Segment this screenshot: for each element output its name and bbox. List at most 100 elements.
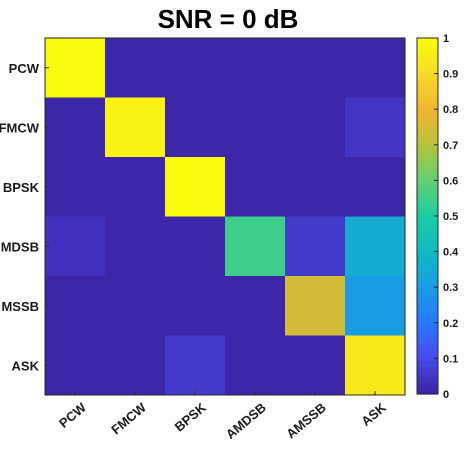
heatmap-cell-3-0 [45, 216, 106, 277]
chart-title: SNR = 0 dB [158, 4, 299, 34]
colorbar-segment [417, 349, 438, 356]
colorbar-segment [417, 210, 438, 217]
colorbar-segment [417, 216, 438, 223]
colorbar-segment [417, 115, 438, 123]
colorbar-segment [417, 199, 438, 206]
y-tick-label: MDSB [1, 239, 39, 254]
colorbar-tick-label: 0.6 [443, 175, 458, 187]
colorbar-segment [417, 160, 438, 167]
colorbar-segment [417, 310, 438, 317]
heatmap-cells [45, 38, 406, 396]
heatmap-cell-2-4 [285, 157, 346, 217]
colorbar-segment [417, 321, 438, 328]
heatmap-cell-2-3 [225, 157, 286, 217]
x-axis-ticks: PCW FMCW BPSK AMDSB AMSSB ASK [56, 391, 389, 442]
heatmap-cell-5-2 [165, 335, 226, 396]
colorbar-segment [417, 132, 438, 139]
y-tick-label: MSSB [1, 299, 39, 314]
heatmap-cell-3-3 [225, 216, 286, 277]
x-tick-label: AMDSB [223, 400, 269, 442]
y-tick-label: FMCW [0, 120, 40, 135]
colorbar-segment [417, 249, 438, 256]
colorbar-segment [417, 355, 438, 362]
colorbar-segment [417, 327, 438, 334]
x-tick-label: BPSK [172, 399, 210, 434]
colorbar-segment [417, 305, 438, 312]
colorbar-tick-label: 0.2 [443, 318, 458, 330]
colorbar-tick-label: 0.7 [443, 140, 458, 152]
x-tick-label: FMCW [108, 399, 149, 437]
heatmap-cell-0-1 [105, 38, 166, 98]
colorbar-segment [417, 88, 438, 95]
colorbar-segment [417, 299, 438, 306]
colorbar-segment [417, 282, 438, 289]
heatmap-cell-0-0 [45, 38, 106, 98]
colorbar-segment [417, 377, 438, 384]
colorbar-segment [417, 277, 438, 284]
colorbar-segment [417, 71, 438, 78]
colorbar-segment [417, 76, 438, 84]
colorbar-segment [417, 188, 438, 195]
colorbar-segment [417, 177, 438, 184]
y-tick-label: PCW [9, 61, 40, 76]
colorbar-segment [417, 260, 438, 267]
colorbar-segment [417, 221, 438, 228]
heatmap-cell-4-3 [225, 276, 286, 336]
colorbar-tick-label: 0.8 [443, 104, 458, 116]
colorbar-segment [417, 360, 438, 367]
colorbar-tick-label: 0.4 [443, 247, 459, 259]
colorbar-segment [417, 316, 438, 323]
colorbar-segment [417, 382, 438, 390]
heatmap-cell-5-3 [225, 335, 286, 396]
heatmap-cell-1-0 [45, 97, 106, 158]
colorbar-segment [417, 138, 438, 145]
colorbar-tick-label: 0.3 [443, 282, 458, 294]
colorbar-tick-label: 0.9 [443, 69, 458, 81]
colorbar-segment [417, 127, 438, 134]
colorbar-segment [417, 99, 438, 106]
heatmap-cell-5-1 [105, 335, 166, 396]
heatmap-cell-3-2 [165, 216, 226, 277]
colorbar-segment [417, 343, 438, 351]
colorbar-segment [417, 149, 438, 156]
colorbar-segment [417, 332, 438, 339]
colorbar-segment [417, 60, 438, 67]
colorbar-segment [417, 254, 438, 262]
heatmap-cell-5-0 [45, 335, 106, 396]
heatmap-cell-4-0 [45, 276, 106, 336]
heatmap-cell-5-5 [345, 335, 406, 396]
heatmap-cell-2-5 [345, 157, 406, 217]
colorbar-segment [417, 104, 438, 111]
heatmap-cell-1-1 [105, 97, 166, 158]
plot-frame [44, 37, 406, 396]
colorbar-segment [417, 238, 438, 245]
colorbar-segment [417, 38, 438, 45]
heatmap-cell-4-1 [105, 276, 166, 336]
colorbar-segment [417, 49, 438, 56]
colorbar-tick-label: 1 [443, 33, 449, 45]
heatmap-cell-4-2 [165, 276, 226, 336]
colorbar-segment [417, 182, 438, 189]
heatmap-cell-2-0 [45, 157, 106, 217]
colorbar-segment [417, 204, 438, 212]
heatmap-cell-2-2 [165, 157, 226, 217]
x-tick-label: AMSSB [283, 400, 329, 442]
y-tick-label: ASK [12, 358, 40, 373]
colorbar-segment [417, 121, 438, 128]
colorbar-segment [417, 193, 438, 200]
colorbar-segment [417, 171, 438, 178]
heatmap-cell-0-3 [225, 38, 286, 98]
heatmap-cell-3-5 [345, 216, 406, 277]
colorbar-segment [417, 154, 438, 161]
heatmap-cell-1-2 [165, 97, 226, 158]
heatmap-cell-0-5 [345, 38, 406, 98]
colorbar-segment [417, 110, 438, 117]
heatmap-cell-5-4 [285, 335, 346, 396]
colorbar-segment [417, 65, 438, 72]
heatmap-cell-3-1 [105, 216, 166, 277]
colorbar-segment [417, 338, 438, 345]
y-tick-label: BPSK [3, 180, 40, 195]
heatmap-cell-4-4 [285, 276, 346, 336]
colorbar-tick-label: 0 [443, 389, 449, 401]
